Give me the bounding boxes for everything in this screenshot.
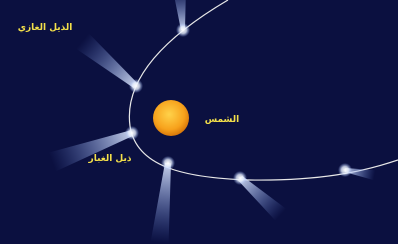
- comet: [129, 79, 143, 93]
- comet: [176, 23, 190, 37]
- page: الذيل الغازي الشمس ذيل الغبار (() => { c…: [0, 0, 398, 244]
- comet: [233, 171, 247, 185]
- sun-label: الشمس: [205, 115, 239, 125]
- comet-orbit-diagram: الذيل الغازي الشمس ذيل الغبار: [0, 0, 398, 244]
- sun: [153, 100, 189, 136]
- gas-tail-label: الذيل الغازي: [18, 23, 73, 33]
- comet: [338, 163, 352, 177]
- comet: [125, 126, 139, 140]
- background: [0, 0, 398, 244]
- comet: [161, 156, 175, 170]
- dust-tail-label: ذيل الغبار: [88, 154, 132, 164]
